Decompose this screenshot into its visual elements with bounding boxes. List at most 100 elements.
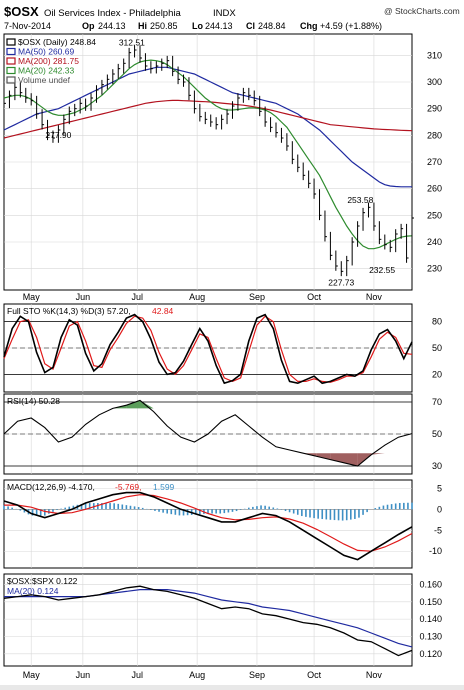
macd-hist-bar bbox=[122, 505, 124, 510]
legend-label: $OSX (Daily) 248.84 bbox=[18, 37, 96, 47]
macd-hist-bar bbox=[260, 505, 262, 509]
y-tick-label: 0.130 bbox=[419, 631, 442, 641]
macd-hist-bar bbox=[7, 506, 9, 509]
chg-label: Chg bbox=[300, 21, 318, 31]
y-tick-label: 310 bbox=[427, 50, 442, 60]
lo-value: 244.13 bbox=[205, 21, 233, 31]
macd-hist-bar bbox=[240, 509, 242, 510]
y-tick-label: 230 bbox=[427, 264, 442, 274]
legend-label: MA(200) 281.75 bbox=[18, 56, 79, 66]
y-tick-label: 240 bbox=[427, 237, 442, 247]
panel-ratio: 0.120 0.130 0.140 0.150 0.160 $OSX:$SPX 0.122… bbox=[4, 574, 442, 666]
y-tick-label: 290 bbox=[427, 104, 442, 114]
legend-label: MA(20) 0.124 bbox=[7, 586, 59, 596]
macd-hist-bar bbox=[272, 507, 274, 509]
legend-label: 42.84 bbox=[152, 306, 174, 316]
macd-hist-bar bbox=[289, 509, 291, 512]
y-tick-label: 300 bbox=[427, 77, 442, 87]
x-month-label: May bbox=[23, 670, 41, 680]
macd-hist-bar bbox=[354, 509, 356, 519]
y-tick-label: -10 bbox=[429, 546, 442, 556]
macd-hist-bar bbox=[407, 503, 409, 510]
macd-hist-bar bbox=[297, 509, 299, 514]
macd-hist-bar bbox=[44, 509, 46, 515]
macd-hist-bar bbox=[305, 509, 307, 517]
macd-hist-bar bbox=[228, 509, 230, 512]
y-tick-label: 260 bbox=[427, 184, 442, 194]
macd-hist-bar bbox=[403, 503, 405, 509]
y-tick-label: 0.120 bbox=[419, 649, 442, 659]
macd-hist-bar bbox=[366, 509, 368, 512]
macd-hist-bar bbox=[138, 507, 140, 509]
y-tick-label: 250 bbox=[427, 210, 442, 220]
legend-label: Volume undef bbox=[18, 75, 71, 85]
index-name: Oil Services Index - Philadelphia bbox=[44, 8, 181, 19]
macd-hist-bar bbox=[162, 509, 164, 512]
macd-hist-bar bbox=[109, 503, 111, 509]
panel-price: 230240250260270280290300310312.51277.902… bbox=[4, 34, 442, 290]
x-month-label: Oct bbox=[307, 292, 322, 302]
y-tick-label: 280 bbox=[427, 130, 442, 140]
macd-hist-bar bbox=[105, 503, 107, 509]
macd-hist-bar bbox=[309, 509, 311, 517]
macd-hist-bar bbox=[20, 509, 22, 510]
macd-hist-bar bbox=[326, 509, 328, 519]
macd-hist-bar bbox=[224, 509, 226, 513]
macd-hist-bar bbox=[252, 507, 254, 509]
macd-hist-bar bbox=[248, 508, 250, 510]
legend-label: Full STO %K(14,3) %D(3) 57.20, bbox=[7, 306, 131, 316]
x-month-label: Jul bbox=[132, 670, 144, 680]
macd-hist-bar bbox=[321, 509, 323, 519]
y-tick-label: 5 bbox=[437, 483, 442, 493]
copyright-label: @ StockCharts.com bbox=[384, 6, 460, 16]
y-tick-label: 30 bbox=[432, 461, 442, 471]
x-month-label: Nov bbox=[366, 292, 383, 302]
x-month-label: Jun bbox=[76, 670, 91, 680]
x-month-label: Sep bbox=[249, 292, 265, 302]
macd-hist-bar bbox=[379, 507, 381, 510]
macd-hist-bar bbox=[338, 509, 340, 520]
macd-hist-bar bbox=[350, 509, 352, 519]
y-tick-label: 0.150 bbox=[419, 597, 442, 607]
macd-hist-bar bbox=[383, 506, 385, 510]
macd-hist-bar bbox=[346, 509, 348, 520]
macd-hist-bar bbox=[154, 509, 156, 511]
legend-label: MA(20) 242.33 bbox=[18, 66, 74, 76]
y-tick-label: 0.160 bbox=[419, 579, 442, 589]
macd-hist-bar bbox=[56, 509, 58, 510]
macd-hist-bar bbox=[211, 509, 213, 513]
macd-hist-bar bbox=[268, 507, 270, 510]
legend-label: $OSX:$SPX 0.122 bbox=[7, 576, 78, 586]
macd-hist-bar bbox=[64, 508, 66, 510]
legend-label: -5.769, bbox=[115, 482, 141, 492]
macd-hist-bar bbox=[11, 508, 13, 510]
macd-hist-bar bbox=[277, 508, 279, 509]
y-tick-label: 0 bbox=[437, 504, 442, 514]
date-label: 7-Nov-2014 bbox=[4, 21, 51, 31]
macd-hist-bar bbox=[293, 509, 295, 513]
y-tick-label: 20 bbox=[432, 369, 442, 379]
y-tick-label: 0.140 bbox=[419, 614, 442, 624]
price-annotation: 312.51 bbox=[119, 38, 145, 48]
price-annotation: 232.55 bbox=[369, 265, 395, 275]
macd-hist-bar bbox=[179, 509, 181, 515]
macd-hist-bar bbox=[256, 506, 258, 509]
op-label: Op bbox=[82, 21, 95, 31]
cl-value: 248.84 bbox=[258, 21, 286, 31]
y-tick-label: 270 bbox=[427, 157, 442, 167]
legend-label: MACD(12,26,9) -4.170, bbox=[7, 482, 95, 492]
macd-hist-bar bbox=[130, 506, 132, 510]
macd-hist-bar bbox=[387, 505, 389, 510]
macd-hist-bar bbox=[3, 505, 5, 509]
macd-hist-bar bbox=[134, 506, 136, 509]
macd-hist-bar bbox=[68, 507, 70, 510]
macd-hist-bar bbox=[399, 503, 401, 509]
legend-label: MA(50) 260.69 bbox=[18, 47, 74, 57]
x-month-label: Jun bbox=[76, 292, 91, 302]
macd-hist-bar bbox=[301, 509, 303, 516]
legend-label: RSI(14) 50.28 bbox=[7, 396, 60, 406]
x-month-label: May bbox=[23, 292, 41, 302]
